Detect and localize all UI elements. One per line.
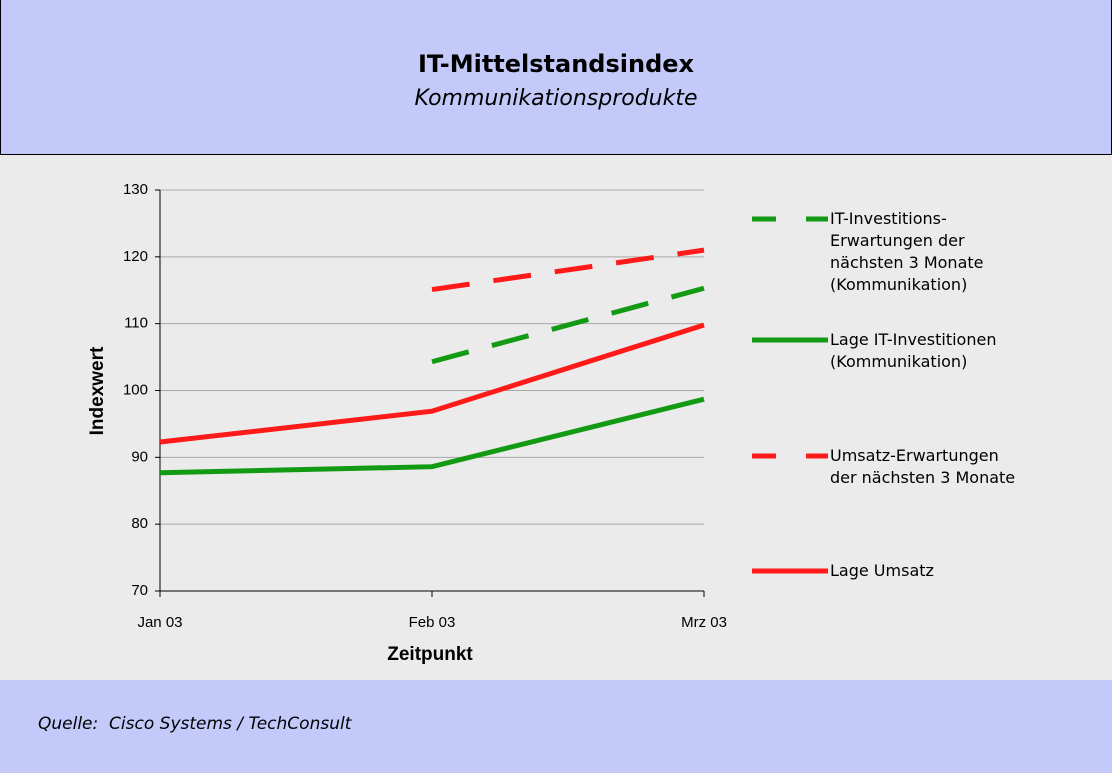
legend-label: Lage Umsatz xyxy=(830,561,934,580)
chart: Indexwert Zeitpunkt 70 80 90 100 110 120 130 Ja… xyxy=(87,181,828,665)
chart-title: IT-Mittelstandsindex xyxy=(417,50,695,78)
series-line xyxy=(431,247,705,293)
y-tick-label: 110 xyxy=(124,315,148,332)
y-tick-label: 100 xyxy=(123,381,148,398)
series-line xyxy=(159,322,705,445)
source-note: Quelle: Cisco Systems / TechConsult xyxy=(38,714,352,734)
y-tick-label: 90 xyxy=(131,448,148,465)
y-tick-label: 80 xyxy=(131,515,148,532)
legend-label: Lage IT-Investitionen (Kommunikation) xyxy=(830,330,997,371)
header: IT-Mittelstandsindex Kommunikationsprodu… xyxy=(0,0,1112,155)
series-line xyxy=(159,396,705,476)
y-tick-label: 130 xyxy=(123,181,148,198)
y-tick-label: 120 xyxy=(123,248,148,265)
chart-subtitle: Kommunikationsprodukte xyxy=(414,86,698,111)
x-tick-label: Mrz 03 xyxy=(681,614,727,631)
x-axis-label: Zeitpunkt xyxy=(387,644,473,665)
legend-label: IT-Investitions-Erwartungen der nächsten… xyxy=(830,209,984,294)
footer: Quelle: Cisco Systems / TechConsult xyxy=(0,680,1112,773)
y-axis-label: Indexwert xyxy=(87,346,108,435)
y-tick-label: 70 xyxy=(131,582,148,599)
legend-label: Umsatz-Erwartungen der nächsten 3 Monate xyxy=(830,446,1016,487)
x-tick-label: Feb 03 xyxy=(409,614,456,631)
x-tick-label: Jan 03 xyxy=(137,614,182,631)
series-line xyxy=(431,285,705,365)
